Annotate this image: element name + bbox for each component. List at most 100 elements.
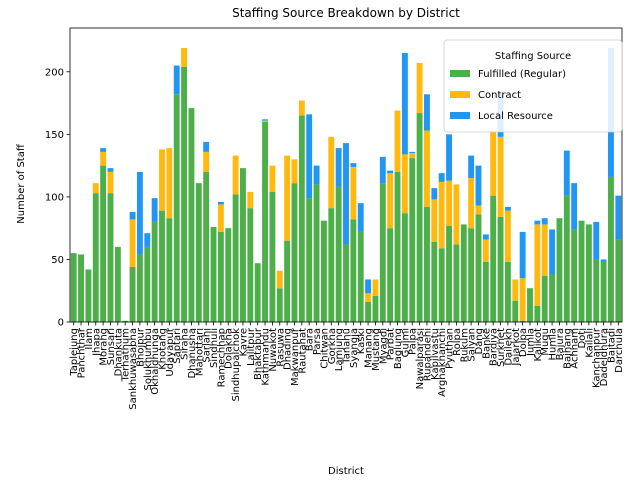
bar-jhapa-fulfilled-regular	[92, 193, 99, 322]
bar-mahottari-fulfilled-regular	[195, 183, 202, 322]
x-tick-label: Okhaldhunga	[150, 328, 161, 395]
x-tick-label: Dolpa	[518, 328, 529, 357]
bar-gulmi-contract	[401, 154, 408, 214]
bar-sarlahi-local-resource	[203, 141, 210, 152]
bar-gorkha-contract	[328, 136, 335, 209]
x-tick-label: Sankhuwasabha	[128, 328, 139, 410]
bar-sunsari-fulfilled-regular	[107, 193, 114, 322]
bar-salyan-contract	[468, 178, 475, 229]
bar-kathmandu-local-resource	[262, 119, 268, 121]
bar-pyuthan-fulfilled-regular	[446, 225, 452, 322]
legend-swatch-contract	[450, 91, 470, 98]
bar-bardiya-fulfilled-regular	[490, 195, 497, 322]
bar-saptari-local-resource	[173, 65, 180, 95]
y-tick-label: 150	[45, 130, 64, 141]
bar-rasuwa-contract	[276, 270, 283, 289]
x-tick-label: Lamjung	[334, 328, 345, 371]
bar-arghakhanchi-contract	[438, 181, 445, 249]
bar-manang-fulfilled-regular	[365, 301, 372, 322]
x-tick-label: Dhanusha	[187, 328, 198, 379]
bar-siraha-contract	[181, 48, 188, 67]
bar-dhankuta-fulfilled-regular	[114, 246, 121, 322]
bar-nawalparasi-contract	[416, 63, 423, 114]
bar-saptari-fulfilled-regular	[173, 94, 180, 322]
bar-rasuwa-fulfilled-regular	[276, 288, 283, 322]
x-tick-label: Nawalparasi	[415, 328, 426, 389]
bar-dadeldhura-local-resource	[600, 259, 607, 262]
x-tick-label: Kalikot	[533, 328, 544, 362]
bar-dang-contract	[475, 205, 482, 215]
bar-siraha-fulfilled-regular	[181, 66, 188, 322]
x-tick-label: Kaski	[356, 328, 367, 354]
bar-dang-local-resource	[475, 165, 482, 206]
x-tick-label: Sindhupalchok	[231, 328, 242, 402]
bar-rautahat-contract	[298, 100, 305, 116]
bar-ilam-fulfilled-regular	[85, 269, 92, 322]
bar-rupandehi-local-resource	[424, 94, 430, 131]
x-tick-label: Surkhet	[496, 328, 507, 367]
bar-lamjung-local-resource	[335, 148, 342, 187]
bar-nuwakot-contract	[269, 165, 276, 192]
x-tick-label: Solukhumbu	[143, 328, 154, 390]
x-tick-label: Arghakhanchi	[437, 328, 448, 397]
bar-kapilvastu-contract	[431, 199, 438, 242]
bar-solukhumbu-local-resource	[144, 233, 151, 247]
x-tick-label: Siraha	[180, 328, 191, 360]
bar-humla-local-resource	[549, 229, 556, 275]
x-tick-label: Pyuthan	[445, 328, 456, 369]
bar-rupandehi-contract	[424, 130, 430, 207]
bar-humla-fulfilled-regular	[549, 274, 556, 322]
bar-dolpa-local-resource	[519, 231, 526, 279]
legend-label-contract: Contract	[478, 90, 521, 101]
bar-lalitpur-fulfilled-regular	[247, 208, 254, 322]
x-tick-label: Bara	[305, 328, 316, 351]
bar-nawalparasi-fulfilled-regular	[416, 113, 423, 322]
bar-darchula-local-resource	[615, 195, 622, 240]
bar-doti-fulfilled-regular	[578, 220, 585, 322]
bar-lalitpur-contract	[247, 191, 254, 209]
x-tick-label: Jhapa	[91, 328, 102, 357]
x-tick-label: Sunsari	[106, 328, 117, 365]
bar-dolakha-fulfilled-regular	[225, 228, 232, 322]
x-tick-label: Gorkha	[327, 328, 338, 364]
bar-taplejung-fulfilled-regular	[70, 253, 77, 322]
legend-title: Staffing Source	[495, 51, 571, 62]
bar-kanchanpur-fulfilled-regular	[593, 259, 600, 322]
bar-sarlahi-contract	[203, 151, 210, 172]
bar-baglung-fulfilled-regular	[394, 171, 401, 322]
bar-mugu-fulfilled-regular	[541, 275, 548, 322]
x-tick-label: Kailali	[584, 328, 595, 358]
bar-dhading-contract	[284, 155, 291, 241]
x-tick-label: Gulmi	[400, 328, 411, 357]
bar-sunsari-local-resource	[107, 168, 114, 172]
bar-jajarkot-fulfilled-regular	[512, 300, 519, 322]
x-tick-label: Jumla	[526, 328, 537, 357]
bars-group	[70, 48, 622, 322]
x-axis-ticks: TaplejungPanchtharIlamJhapaMorangSunsari…	[69, 322, 625, 410]
x-tick-label: Dolakha	[224, 328, 235, 369]
x-tick-label: Dadeldhura	[599, 328, 610, 386]
bar-banke-local-resource	[482, 234, 489, 240]
bar-banke-contract	[482, 239, 489, 262]
bar-ramechhap-fulfilled-regular	[217, 231, 224, 322]
bar-rautahat-fulfilled-regular	[298, 115, 305, 322]
bar-dhanusha-fulfilled-regular	[188, 108, 195, 322]
bar-mustang-contract	[372, 279, 379, 296]
bar-baitadi-fulfilled-regular	[608, 176, 614, 322]
bar-kathmandu-fulfilled-regular	[262, 121, 268, 322]
bar-achham-local-resource	[571, 183, 578, 230]
x-tick-label: Manang	[364, 328, 375, 368]
x-tick-label: Mahottari	[194, 328, 205, 376]
x-tick-label: Tanahu	[342, 328, 353, 365]
bar-bajhang-fulfilled-regular	[563, 195, 570, 322]
bar-baglung-contract	[394, 110, 401, 172]
x-tick-label: Mustang	[371, 328, 382, 371]
y-tick-label: 50	[51, 255, 64, 266]
legend-label-fulfilled-regular: Fulfilled (Regular)	[478, 69, 566, 80]
bar-gulmi-local-resource	[401, 53, 408, 155]
x-tick-label: Achham	[570, 328, 581, 369]
plot-frame	[69, 27, 623, 323]
bar-ramechhap-local-resource	[217, 201, 224, 205]
bar-makwanpur-contract	[291, 159, 298, 184]
